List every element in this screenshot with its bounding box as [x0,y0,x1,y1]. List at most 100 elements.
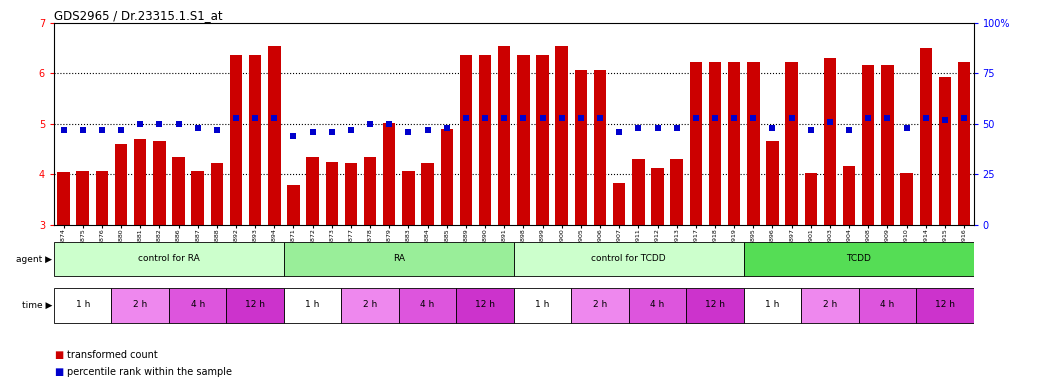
Text: 12 h: 12 h [245,300,265,309]
Point [936,117,953,123]
Bar [801,288,858,323]
Text: 2 h: 2 h [593,300,607,309]
Text: ■: ■ [54,350,63,360]
Bar [95,171,108,225]
Text: 1 h: 1 h [536,300,550,309]
Bar [824,58,837,225]
Bar [421,163,434,225]
Text: transformed count: transformed count [67,350,158,360]
Point [285,133,302,139]
Text: 4 h: 4 h [651,300,664,309]
Point [132,121,148,127]
Bar [54,288,111,323]
Point [784,115,800,121]
Point [898,125,914,131]
Point [458,115,474,121]
Point [362,121,379,127]
Point [476,115,493,121]
Bar [440,129,453,225]
Point [726,115,742,121]
Point [247,115,264,121]
Bar [57,172,70,225]
Text: agent ▶: agent ▶ [16,255,52,264]
Bar [743,288,801,323]
Point [496,115,513,121]
Bar [686,288,743,323]
Bar [77,171,89,225]
Point [381,121,398,127]
Bar [306,157,319,225]
Point [745,115,762,121]
Bar [920,48,932,225]
Bar [571,288,629,323]
Bar [211,163,223,225]
Bar [326,162,338,225]
Bar [268,46,280,225]
Point [822,119,839,125]
Bar [537,55,549,225]
Bar [858,288,917,323]
Bar [345,163,357,225]
Point [956,115,973,121]
Bar [364,157,377,225]
Bar [786,62,798,225]
Point [266,115,282,121]
Bar [111,288,169,323]
Text: 2 h: 2 h [823,300,837,309]
Point [764,125,781,131]
Text: ■: ■ [54,367,63,377]
Text: 12 h: 12 h [475,300,495,309]
Text: 4 h: 4 h [191,300,204,309]
Text: 12 h: 12 h [705,300,725,309]
Bar [632,159,645,225]
Point [841,127,857,133]
Bar [288,185,300,225]
Bar [249,55,262,225]
Bar [594,70,606,225]
Bar [900,173,912,225]
Bar [229,55,242,225]
Point [209,127,225,133]
Point [859,115,876,121]
Bar [460,55,472,225]
Point [802,127,819,133]
Point [227,115,244,121]
Bar [457,288,514,323]
Bar [555,46,568,225]
Point [55,127,72,133]
Bar [514,242,743,276]
Bar [671,159,683,225]
Bar [134,139,146,225]
Point [918,115,934,121]
Point [400,129,416,135]
Bar [514,288,571,323]
Point [324,129,340,135]
Text: RA: RA [392,254,405,263]
Bar [169,288,226,323]
Point [649,125,665,131]
Bar [191,171,203,225]
Point [343,127,359,133]
Bar [575,70,588,225]
Point [592,115,608,121]
Bar [115,144,128,225]
Text: 12 h: 12 h [935,300,955,309]
Bar [283,242,514,276]
Bar [881,65,894,225]
Text: 2 h: 2 h [133,300,147,309]
Bar [728,62,740,225]
Text: 2 h: 2 h [363,300,377,309]
Text: control for RA: control for RA [138,254,199,263]
Text: control for TCDD: control for TCDD [592,254,666,263]
Point [515,115,531,121]
Point [668,125,685,131]
Bar [402,171,414,225]
Bar [862,65,874,225]
Text: GDS2965 / Dr.23315.1.S1_at: GDS2965 / Dr.23315.1.S1_at [54,9,222,22]
Bar [172,157,185,225]
Bar [383,123,395,225]
Text: 1 h: 1 h [305,300,320,309]
Bar [804,173,817,225]
Bar [843,166,855,225]
Point [419,127,436,133]
